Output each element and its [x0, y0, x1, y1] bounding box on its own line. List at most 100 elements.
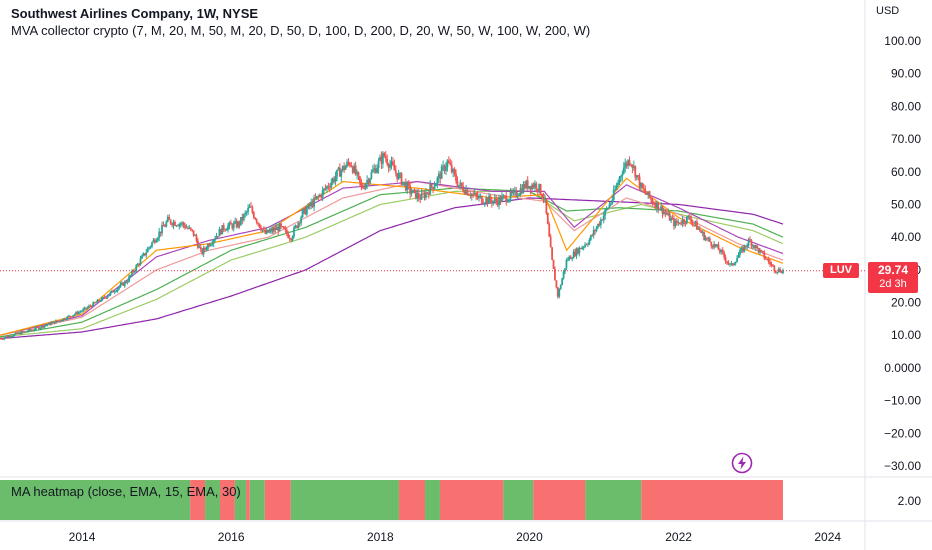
- candle-body: [677, 222, 680, 224]
- candle-body: [272, 227, 275, 232]
- candle-body: [770, 264, 773, 266]
- candle-body: [460, 182, 463, 187]
- candle-body: [250, 206, 252, 208]
- candle-body: [578, 247, 581, 254]
- candle-body: [47, 322, 50, 325]
- candle-body: [430, 184, 433, 187]
- candle-body: [419, 197, 422, 200]
- candle-body: [311, 202, 314, 207]
- candle-body: [657, 202, 660, 211]
- x-tick-label: 2018: [367, 530, 394, 544]
- candle-body: [406, 182, 409, 191]
- candle-body: [132, 270, 135, 273]
- candle-body: [769, 261, 771, 265]
- candle-body: [284, 228, 287, 230]
- candle-body: [549, 236, 552, 248]
- candle-body: [357, 172, 360, 177]
- candle-body: [638, 176, 641, 188]
- candle-body: [62, 318, 64, 321]
- candle-body: [409, 185, 412, 194]
- candle-body: [493, 198, 496, 201]
- candle-body: [337, 167, 340, 170]
- candle-body: [354, 165, 357, 175]
- candle-body: [536, 188, 539, 191]
- candle-body: [254, 217, 257, 220]
- candle-body: [112, 290, 115, 293]
- candle-body: [264, 229, 267, 234]
- candle-body: [248, 206, 251, 209]
- candle-body: [162, 225, 165, 227]
- candle-body: [546, 212, 549, 225]
- candle-body: [511, 191, 513, 194]
- heatmap-legend[interactable]: MA heatmap (close, EMA, 15, EMA, 30): [11, 484, 241, 499]
- ticker-badge: LUV: [823, 263, 859, 278]
- candle-body: [552, 259, 555, 269]
- candle-body: [635, 175, 638, 178]
- candle-body: [724, 257, 727, 262]
- candle-body: [369, 178, 371, 184]
- candle-body: [181, 222, 184, 224]
- candle-body: [476, 195, 479, 199]
- candle-body: [271, 228, 274, 232]
- candle-body: [198, 246, 201, 248]
- candle-body: [581, 247, 584, 250]
- candle-body: [211, 243, 214, 245]
- candle-body: [503, 195, 506, 197]
- candle-body: [346, 161, 348, 167]
- candle-body: [515, 190, 518, 197]
- candle-body: [637, 175, 640, 177]
- candle-body: [555, 280, 558, 288]
- candle-body: [376, 168, 379, 173]
- candle-body: [109, 292, 112, 295]
- currency-label[interactable]: USD: [876, 5, 900, 17]
- candle-body: [618, 177, 621, 183]
- candle-body: [3, 337, 6, 340]
- candle-body: [278, 223, 281, 232]
- candle-body: [27, 329, 30, 332]
- candle-body: [516, 195, 519, 197]
- candle-body: [20, 331, 23, 335]
- candle-body: [777, 269, 780, 273]
- candle-body: [650, 197, 652, 200]
- candle-body: [598, 223, 601, 226]
- y-tick-label: 0.0000: [884, 361, 921, 375]
- candle-body: [701, 232, 704, 233]
- candle-body: [716, 244, 718, 247]
- candle-body: [468, 194, 470, 196]
- candle-body: [505, 195, 508, 203]
- candle-body: [648, 191, 651, 198]
- candle-body: [291, 236, 294, 241]
- candle-body: [399, 173, 401, 175]
- heatmap-segment: [0, 480, 191, 520]
- candle-body: [681, 219, 684, 224]
- candle-body: [277, 226, 280, 232]
- heatmap-segment: [205, 480, 220, 520]
- candle-body: [488, 195, 490, 204]
- candle-body: [414, 189, 417, 199]
- candle-body: [66, 316, 69, 320]
- candle-body: [498, 197, 500, 206]
- candle-body: [93, 302, 96, 304]
- candle-body: [416, 192, 419, 199]
- candle-body: [611, 199, 614, 204]
- candle-body: [379, 156, 381, 161]
- candle-body: [588, 239, 591, 245]
- candle-body: [260, 227, 262, 231]
- candle-body: [595, 227, 598, 231]
- candle-body: [0, 338, 3, 340]
- indicator-legend[interactable]: MVA collector crypto (7, M, 20, M, 50, M…: [11, 23, 591, 38]
- candle-body: [44, 325, 47, 326]
- candle-body: [602, 215, 605, 221]
- candle-body: [235, 221, 238, 228]
- candle-body: [469, 195, 472, 197]
- candle-body: [589, 235, 592, 240]
- candle-body: [501, 196, 503, 202]
- candle-body: [480, 195, 483, 203]
- candle-body: [720, 249, 723, 253]
- lightning-icon[interactable]: [731, 452, 753, 474]
- candle-body: [404, 181, 407, 191]
- candle-body: [72, 315, 75, 317]
- candle-body: [591, 235, 594, 236]
- candle-body: [708, 238, 711, 242]
